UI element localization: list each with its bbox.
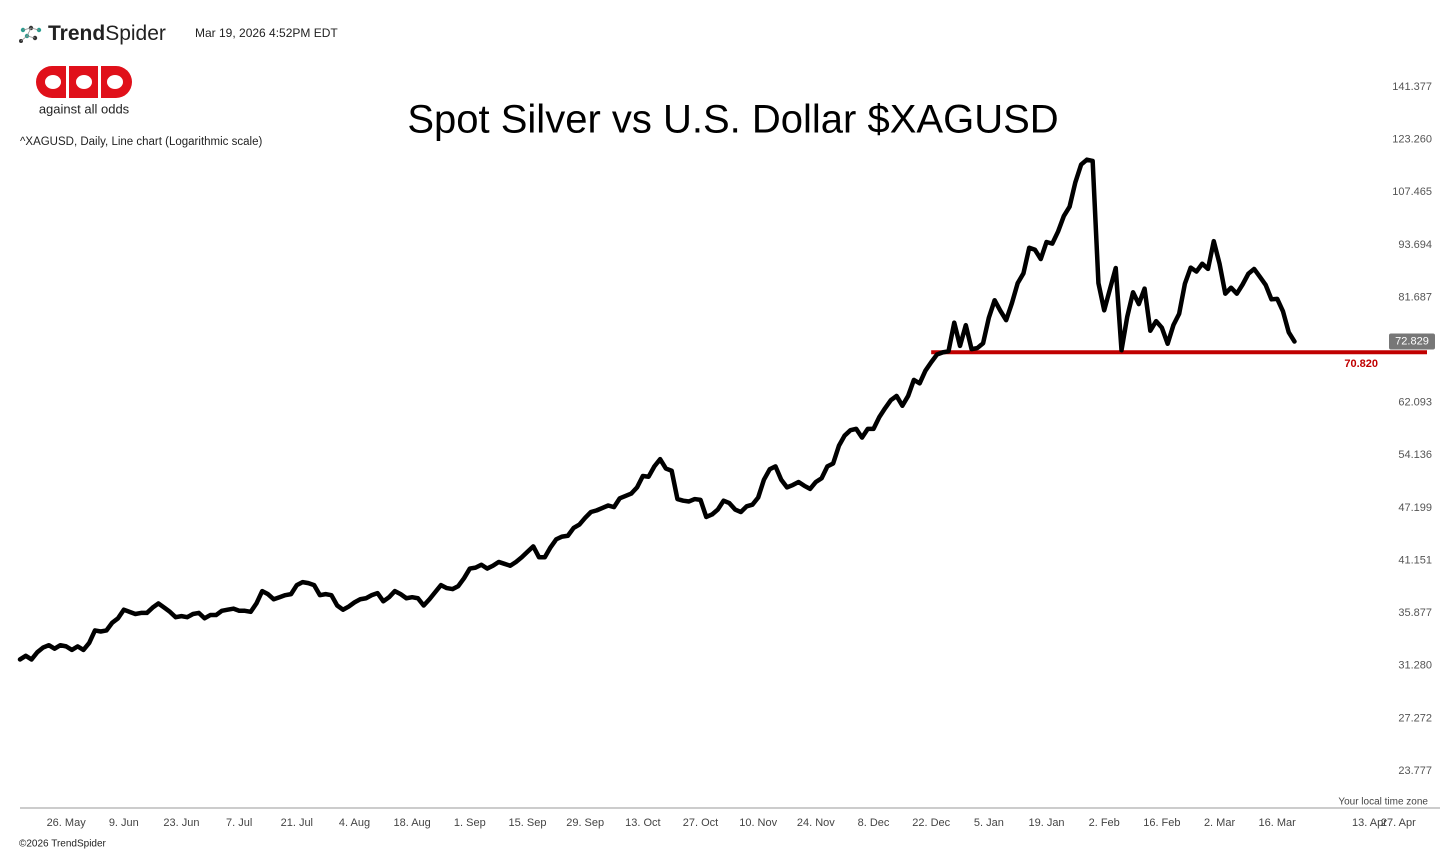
x-tick-label: 23. Jun xyxy=(163,817,199,829)
last-price-tag xyxy=(1389,333,1435,350)
y-tick-label: 123.260 xyxy=(1392,134,1432,146)
x-tick-label: 1. Sep xyxy=(454,817,486,829)
support-label: 70.820 xyxy=(1344,358,1378,370)
last-price-label: 72.829 xyxy=(1395,335,1429,347)
price-line xyxy=(17,157,1297,662)
brand-light: Spider xyxy=(105,22,166,45)
x-tick-label: 18. Aug xyxy=(393,817,430,829)
x-tick-label: 8. Dec xyxy=(858,817,890,829)
x-tick-label: 26. May xyxy=(47,817,87,829)
y-tick-label: 41.151 xyxy=(1398,554,1432,566)
brand-bold: Trend xyxy=(48,22,105,45)
timezone-note: Your local time zone xyxy=(1338,797,1428,808)
y-tick-label: 107.465 xyxy=(1392,186,1432,198)
y-tick-label: 47.199 xyxy=(1398,502,1432,514)
aao-logo xyxy=(36,66,132,98)
y-tick-label: 141.377 xyxy=(1392,81,1432,93)
copyright: ©2026 TrendSpider xyxy=(19,839,107,850)
x-tick-label: 2. Feb xyxy=(1089,817,1120,829)
y-tick-label: 35.877 xyxy=(1398,607,1432,619)
chart-subtitle: ^XAGUSD, Daily, Line chart (Logarithmic … xyxy=(20,136,262,148)
brand-icon xyxy=(19,25,42,43)
y-tick-label: 93.694 xyxy=(1398,239,1432,251)
y-tick-label: 81.687 xyxy=(1398,291,1432,303)
x-tick-label: 16. Feb xyxy=(1143,817,1180,829)
timestamp: Mar 19, 2026 4:52PM EDT xyxy=(195,26,338,40)
x-tick-label: 10. Nov xyxy=(739,817,777,829)
x-tick-label: 27. Oct xyxy=(683,817,718,829)
chart-title: Spot Silver vs U.S. Dollar $XAGUSD xyxy=(407,98,1058,142)
x-tick-label: 2. Mar xyxy=(1204,817,1236,829)
x-tick-label: 21. Jul xyxy=(281,817,313,829)
x-tick-label: 16. Mar xyxy=(1259,817,1297,829)
y-tick-label: 31.280 xyxy=(1398,660,1432,672)
x-tick-label: 13. Oct xyxy=(625,817,660,829)
x-tick-label: 24. Nov xyxy=(797,817,835,829)
y-tick-label: 27.272 xyxy=(1398,712,1432,724)
logo-text: against all odds xyxy=(39,101,130,116)
y-tick-label: 23.777 xyxy=(1398,765,1432,777)
x-tick-label: 27. Apr xyxy=(1381,817,1416,829)
x-tick-label: 15. Sep xyxy=(509,817,547,829)
x-tick-label: 7. Jul xyxy=(226,817,252,829)
x-tick-label: 19. Jan xyxy=(1028,817,1064,829)
brand: TrendSpider xyxy=(48,22,166,45)
y-tick-label: 62.093 xyxy=(1398,397,1432,409)
x-tick-label: 13. Apr xyxy=(1352,817,1387,829)
x-tick-label: 29. Sep xyxy=(566,817,604,829)
x-tick-label: 5. Jan xyxy=(974,817,1004,829)
x-tick-label: 22. Dec xyxy=(912,817,950,829)
y-tick-label: 54.136 xyxy=(1398,449,1432,461)
x-tick-label: 9. Jun xyxy=(109,817,139,829)
x-tick-label: 4. Aug xyxy=(339,817,370,829)
